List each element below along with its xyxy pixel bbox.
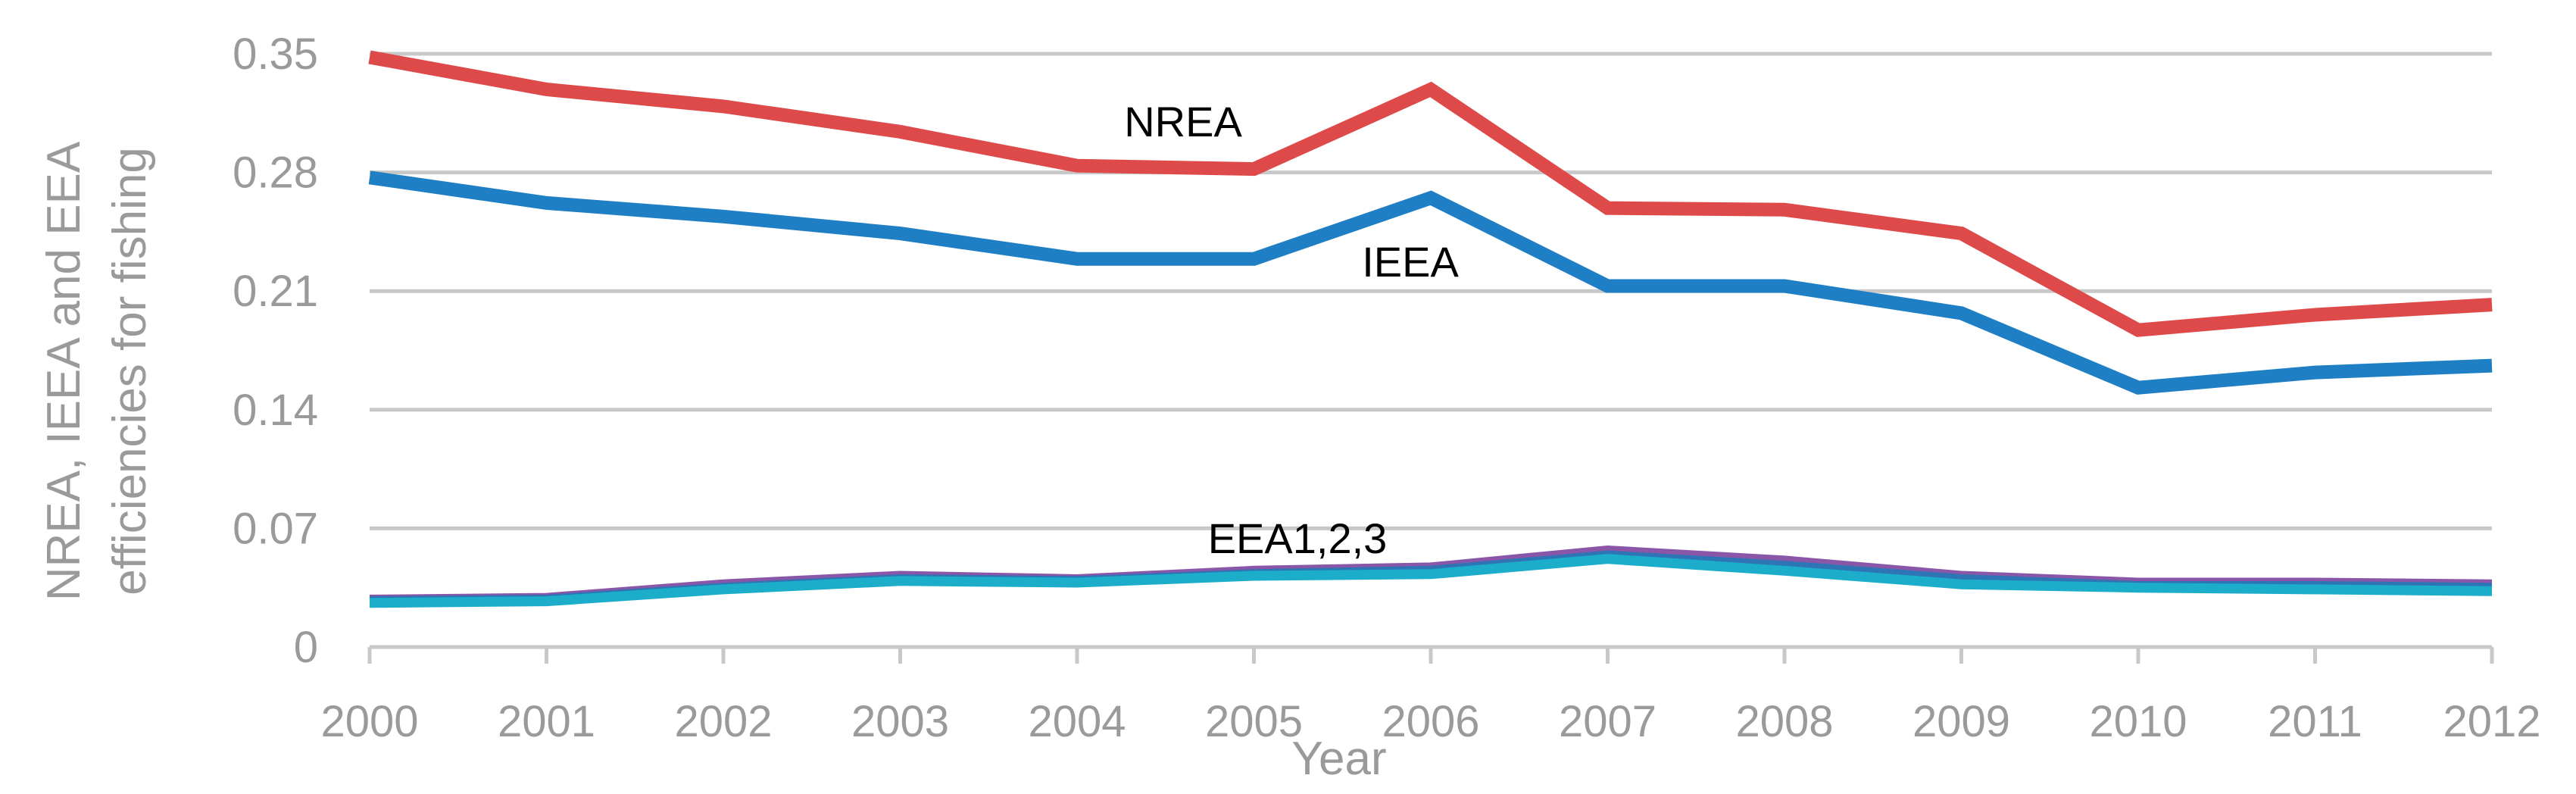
- x-tick-label: 2008: [1735, 697, 1833, 746]
- y-axis-title-line-1: NREA, IEEA and EEA: [38, 141, 90, 601]
- x-tick-label: 2004: [1028, 697, 1126, 746]
- series-annotation: NREA: [1124, 98, 1242, 145]
- x-tick-label: 2009: [1912, 697, 2010, 746]
- x-axis-ticks: 2000 2001 2002 2003 2004 2005 2006 2007 2008 2009…: [320, 647, 2541, 746]
- y-axis-ticks: 0 0.07 0.14 0.21 0.28 0.35: [233, 30, 318, 672]
- x-tick-label: 2007: [1559, 697, 1656, 746]
- x-tick-label: 2000: [320, 697, 418, 746]
- x-axis-title: Year: [1291, 733, 1386, 785]
- x-tick-label: 2011: [2268, 697, 2362, 746]
- x-tick-label: 2012: [2443, 697, 2540, 746]
- series-lines: [368, 50, 2493, 608]
- y-tick-label: 0.07: [233, 504, 318, 553]
- gridlines: [370, 52, 2492, 530]
- y-axis-title-line-2: efficiencies for fishing: [104, 147, 156, 596]
- y-axis-title: NREA, IEEA and EEA efficiencies for fish…: [38, 141, 156, 601]
- y-tick-label: 0.35: [233, 30, 318, 79]
- y-tick-label: 0.28: [233, 148, 318, 198]
- series-annotation: IEEA: [1362, 238, 1459, 286]
- y-tick-label: 0: [294, 623, 318, 672]
- x-tick-label: 2005: [1205, 697, 1303, 746]
- y-tick-label: 0.21: [233, 267, 318, 316]
- x-tick-label: 2001: [498, 697, 595, 746]
- series-line-nrea: [368, 50, 2493, 337]
- y-tick-label: 0.14: [233, 386, 318, 435]
- x-tick-label: 2010: [2089, 697, 2187, 746]
- x-tick-label: 2002: [674, 697, 772, 746]
- series-annotation: EEA1,2,3: [1208, 514, 1388, 562]
- annotations: NREA IEEA EEA1,2,3: [1124, 98, 1459, 562]
- x-tick-label: 2006: [1382, 697, 1479, 746]
- series-line-eea3: [369, 554, 2493, 608]
- series-line-ieea: [368, 170, 2493, 395]
- x-tick-label: 2003: [851, 697, 949, 746]
